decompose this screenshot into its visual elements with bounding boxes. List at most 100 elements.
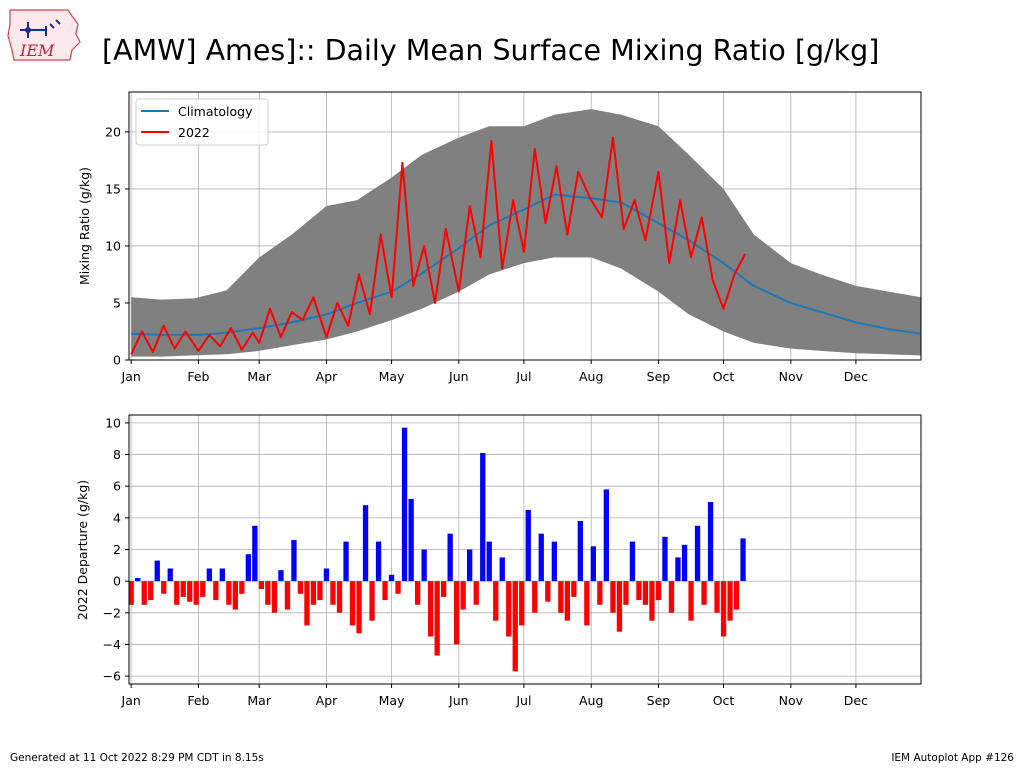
departure-bar-negative <box>336 581 343 613</box>
departure-bar-positive <box>362 505 369 582</box>
departure-bar-negative <box>714 581 720 613</box>
departure-bar-negative <box>128 581 134 605</box>
departure-bar-negative <box>506 581 512 637</box>
x-tick-label: May <box>379 693 405 708</box>
departure-bar-negative <box>193 581 199 605</box>
departure-bar-negative <box>720 581 727 637</box>
x-tick-label: Oct <box>713 369 735 384</box>
top-plot-frame <box>128 91 922 361</box>
x-tick-label: Nov <box>779 693 804 708</box>
departure-bar-negative <box>330 581 336 605</box>
departure-bar-negative <box>304 581 310 626</box>
x-tick-label: Oct <box>713 693 735 708</box>
departure-bar-negative <box>532 581 538 613</box>
departure-bar-negative <box>668 581 675 613</box>
departure-bar-negative <box>310 581 317 605</box>
x-tick-label: Sep <box>647 693 671 708</box>
page-title: [AMW] Ames]:: Daily Mean Surface Mixing … <box>102 34 880 67</box>
y-tick-label: 2 <box>113 542 121 557</box>
y-tick-label: 6 <box>113 479 121 494</box>
y-tick-label: −2 <box>103 605 121 620</box>
departure-bar-positive <box>245 554 251 582</box>
bottom-gridlines <box>129 415 921 684</box>
x-tick-label: Apr <box>316 369 338 384</box>
departure-bar-positive <box>707 502 714 582</box>
departure-bar-negative <box>239 581 245 594</box>
bottom-panel: −6 −4 −2 0 2 4 6 8 10 Jan Feb Mar Apr May Jun Jul Aug Se… <box>75 414 922 708</box>
x-tick-label: Dec <box>844 693 868 708</box>
departure-bar-negative <box>148 581 154 601</box>
x-tick-label: Aug <box>579 693 603 708</box>
departure-bar-positive <box>447 533 453 582</box>
x-tick-label: Jan <box>121 693 141 708</box>
departure-bar-negative <box>349 581 356 626</box>
departure-bar-negative <box>297 581 304 594</box>
departure-bar-positive <box>323 568 330 582</box>
departure-bar-negative <box>174 581 180 605</box>
departure-bar-positive <box>401 427 408 582</box>
bottom-x-ticks: Jan Feb Mar Apr May Jun Jul Aug Sep Oct Nov Dec <box>121 684 868 708</box>
iowa-outline-icon <box>7 9 81 61</box>
x-tick-label: Feb <box>187 369 209 384</box>
departure-bar-negative <box>610 581 616 613</box>
y-tick-label: 10 <box>105 238 121 253</box>
departure-bar-positive <box>603 489 609 582</box>
bottom-y-ticks: −6 −4 −2 0 2 4 6 8 10 <box>103 415 129 684</box>
departure-bar-positive <box>740 538 746 582</box>
departure-bar-negative <box>232 581 238 610</box>
departure-bar-negative <box>317 581 323 601</box>
departure-bar-negative <box>415 581 421 605</box>
x-tick-label: Jul <box>515 369 531 384</box>
y-tick-label: 0 <box>113 353 121 368</box>
departure-bar-positive <box>694 525 701 582</box>
departure-bar-negative <box>733 581 740 610</box>
x-tick-label: Sep <box>647 369 671 384</box>
departure-bar-negative <box>623 581 629 605</box>
departure-bar-positive <box>154 560 160 582</box>
departure-bar-negative <box>493 581 499 621</box>
top-y-axis-label: Mixing Ratio (g/kg) <box>77 167 92 285</box>
departure-bar-negative <box>180 581 186 597</box>
departure-bar-negative <box>382 581 388 601</box>
departure-bar-positive <box>486 541 492 582</box>
departure-bar-negative <box>571 581 577 597</box>
departure-bar-positive <box>629 541 636 582</box>
departure-bar-negative <box>284 581 291 610</box>
departure-bars <box>128 427 746 672</box>
departure-bar-negative <box>258 581 264 589</box>
departure-bar-negative <box>369 581 375 621</box>
departure-bar-negative <box>454 581 460 645</box>
x-tick-label: Aug <box>579 369 603 384</box>
y-tick-label: 0 <box>113 574 121 589</box>
x-tick-label: May <box>379 369 405 384</box>
top-panel: 0 5 10 15 20 Jan Feb Mar Apr May Jun Jul Aug Sep Oct N… <box>77 91 922 384</box>
x-tick-label: Jun <box>448 693 469 708</box>
departure-bar-negative <box>727 581 733 621</box>
departure-bar-negative <box>558 581 564 613</box>
y-tick-label: 5 <box>113 295 121 310</box>
departure-bar-negative <box>434 581 440 656</box>
logo-text: IEM <box>19 41 55 60</box>
x-tick-label: Jul <box>515 693 531 708</box>
departure-bar-positive <box>278 570 284 582</box>
footer-app-id: IEM Autoplot App #126 <box>891 752 1014 764</box>
departure-bar-negative <box>200 581 206 597</box>
departure-bar-positive <box>480 453 486 582</box>
departure-bar-positive <box>291 540 297 582</box>
departure-bar-negative <box>584 581 590 626</box>
departure-bar-positive <box>675 557 681 582</box>
departure-bar-positive <box>408 498 414 582</box>
y-tick-label: 10 <box>105 415 121 430</box>
departure-bar-positive <box>662 536 668 582</box>
x-tick-label: Jan <box>121 369 141 384</box>
footer-generated: Generated at 11 Oct 2022 8:29 PM CDT in … <box>10 752 264 764</box>
x-tick-label: Mar <box>247 693 271 708</box>
departure-bar-negative <box>460 581 466 610</box>
bottom-y-axis-label: 2022 Departure (g/kg) <box>75 480 90 620</box>
y-tick-label: 4 <box>113 510 121 525</box>
departure-bar-negative <box>395 581 401 594</box>
departure-bar-negative <box>545 581 551 602</box>
departure-bar-negative <box>226 581 232 605</box>
y-tick-label: 8 <box>113 447 121 462</box>
